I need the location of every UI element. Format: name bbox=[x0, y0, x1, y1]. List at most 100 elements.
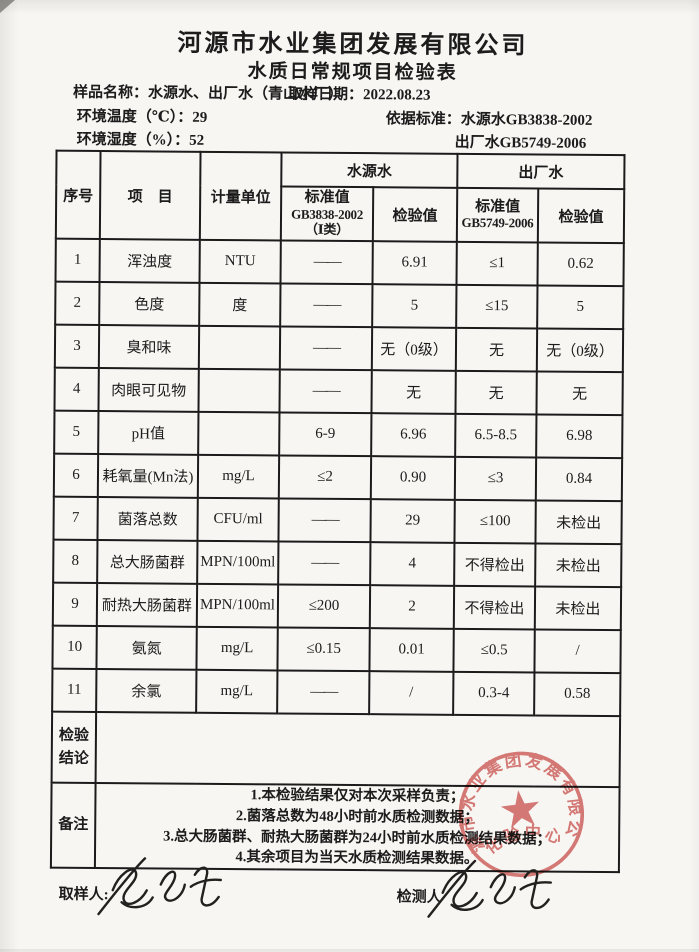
row-source-standard: ≤2 bbox=[278, 455, 372, 500]
row-factory-standard: 不得检出 bbox=[454, 542, 536, 587]
remarks-label-text: 备注 bbox=[58, 816, 89, 834]
row-source-value: / bbox=[369, 671, 454, 715]
sample-name-label: 样品名称： bbox=[72, 84, 149, 102]
sampler-signature bbox=[97, 857, 223, 916]
row-unit: CFU/ml bbox=[197, 497, 279, 542]
row-no: 5 bbox=[54, 410, 99, 455]
factory-standard-line2: GB5749-2006 bbox=[461, 215, 534, 231]
row-factory-value: 未检出 bbox=[534, 586, 622, 631]
col-header-no: 序号 bbox=[55, 150, 101, 240]
reference-standard-source-value: 水源水GB3838-2002 bbox=[460, 111, 593, 129]
ambient-humidity-line: 环境湿度（%）：52 bbox=[77, 128, 205, 150]
row-unit: MPN/100ml bbox=[197, 540, 279, 585]
col-header-item: 项 目 bbox=[99, 151, 201, 240]
reference-standard-factory-value: 出厂水GB5749-2006 bbox=[454, 134, 587, 152]
factory-standard-line1: 标准值 bbox=[475, 198, 521, 216]
row-factory-value: 未检出 bbox=[535, 543, 622, 588]
seal-star-icon bbox=[500, 790, 540, 829]
source-standard-line3: （Ⅰ类） bbox=[304, 221, 349, 237]
row-unit: NTU bbox=[199, 239, 281, 284]
svg-text:化验中心: 化验中心 bbox=[479, 817, 569, 859]
row-source-standard: —— bbox=[280, 283, 373, 328]
row-item: 肉眼可见物 bbox=[98, 368, 199, 412]
col-header-source-value: 检验值 bbox=[372, 187, 458, 242]
row-item: 总大肠菌群 bbox=[97, 540, 198, 584]
sampling-date-label: 取样日期： bbox=[287, 86, 364, 104]
row-source-standard: ≤200 bbox=[277, 584, 371, 629]
col-header-factory-value: 检验值 bbox=[537, 188, 625, 244]
row-factory-standard: 0.3-4 bbox=[453, 671, 535, 716]
row-item: 菌落总数 bbox=[97, 497, 198, 541]
table-row: 6 耗氧量(Mn法) mg/L ≤2 0.90 ≤3 0.84 bbox=[53, 453, 623, 502]
row-factory-value: 6.98 bbox=[536, 414, 623, 459]
sampling-date-value: 2022.08.23 bbox=[362, 87, 431, 104]
row-factory-value: 0.58 bbox=[534, 672, 621, 717]
col-group-source-water: 水源水 bbox=[281, 152, 458, 188]
row-item: 浑浊度 bbox=[99, 239, 200, 283]
col-group-factory-water: 出厂水 bbox=[457, 153, 625, 190]
row-item: 余氯 bbox=[96, 669, 197, 713]
row-no: 2 bbox=[55, 281, 100, 326]
row-source-standard: —— bbox=[279, 369, 372, 414]
table-row: 3 臭和味 —— 无（0级） 无 无（0级） bbox=[54, 324, 624, 373]
row-source-value: 0.90 bbox=[370, 456, 456, 500]
source-standard-line2: GB3838-2002 bbox=[291, 206, 364, 222]
row-factory-value: 5 bbox=[537, 285, 624, 330]
row-factory-value: 无（0级） bbox=[536, 328, 624, 373]
row-unit: mg/L bbox=[197, 454, 280, 499]
row-item: 耐热大肠菌群 bbox=[96, 583, 198, 627]
row-unit: mg/L bbox=[196, 626, 278, 671]
row-item: pH值 bbox=[98, 411, 199, 455]
row-factory-value: 未检出 bbox=[535, 500, 622, 545]
reference-standard-line: 依据标准：水源水GB3838-2002 bbox=[386, 107, 593, 130]
row-source-value: 29 bbox=[370, 499, 455, 543]
remarks-label: 备注 bbox=[50, 782, 96, 869]
row-factory-standard: ≤100 bbox=[454, 499, 536, 544]
row-no: 10 bbox=[52, 625, 97, 670]
row-source-standard: —— bbox=[278, 498, 371, 543]
table-row: 5 pH值 6-9 6.96 6.5-8.5 6.98 bbox=[54, 410, 623, 459]
conclusion-label: 检验 结论 bbox=[51, 711, 97, 784]
table-row: 4 肉眼可见物 —— 无 无 无 bbox=[54, 367, 623, 416]
col-header-factory-standard: 标准值 GB5749-2006 bbox=[456, 187, 539, 243]
row-no: 3 bbox=[54, 324, 100, 369]
row-source-value: 0.01 bbox=[369, 628, 454, 672]
table-row: 2 色度 度 —— 5 ≤15 5 bbox=[55, 281, 624, 330]
row-source-standard: —— bbox=[280, 240, 373, 285]
row-source-standard: —— bbox=[279, 326, 373, 371]
row-unit bbox=[198, 325, 281, 370]
row-factory-standard: ≤0.5 bbox=[453, 628, 535, 673]
table-row: 8 总大肠菌群 MPN/100ml —— 4 不得检出 未检出 bbox=[53, 539, 622, 588]
row-source-standard: —— bbox=[277, 670, 370, 715]
reference-standard-label: 依据标准： bbox=[385, 111, 461, 128]
row-source-value: 6.91 bbox=[372, 241, 457, 285]
sampling-date-line: 取样日期：2022.08.23 bbox=[288, 83, 431, 105]
row-no: 6 bbox=[53, 453, 99, 498]
row-unit bbox=[198, 368, 280, 413]
row-factory-standard: 无 bbox=[455, 370, 537, 415]
row-factory-value: 0.62 bbox=[537, 242, 624, 287]
row-factory-standard: 不得检出 bbox=[453, 585, 536, 630]
table-row: 1 浑浊度 NTU —— 6.91 ≤1 0.62 bbox=[55, 238, 624, 287]
source-standard-line1: 标准值 bbox=[304, 190, 350, 207]
row-item: 色度 bbox=[99, 282, 200, 326]
table-row: 9 耐热大肠菌群 MPN/100ml ≤200 2 不得检出 未检出 bbox=[52, 582, 622, 631]
row-factory-standard: ≤15 bbox=[456, 284, 538, 329]
row-no: 8 bbox=[53, 539, 98, 584]
row-item: 氨氮 bbox=[96, 626, 197, 670]
row-source-value: 5 bbox=[372, 284, 457, 328]
table-row: 7 菌落总数 CFU/ml —— 29 ≤100 未检出 bbox=[53, 496, 622, 545]
row-source-value: 4 bbox=[370, 542, 455, 586]
table-row: 10 氨氮 mg/L ≤0.15 0.01 ≤0.5 / bbox=[52, 625, 621, 674]
row-unit: mg/L bbox=[196, 669, 278, 714]
scan-corner-artifact bbox=[0, 0, 15, 13]
row-no: 7 bbox=[53, 496, 98, 541]
row-source-standard: 6-9 bbox=[279, 412, 372, 457]
conclusion-label-line2: 结论 bbox=[58, 750, 89, 767]
conclusion-label-line1: 检验 bbox=[58, 727, 90, 744]
row-unit: MPN/100ml bbox=[196, 583, 279, 628]
ambient-humidity-value: 52 bbox=[189, 132, 205, 149]
row-item: 臭和味 bbox=[98, 325, 200, 369]
row-no: 4 bbox=[54, 367, 99, 412]
